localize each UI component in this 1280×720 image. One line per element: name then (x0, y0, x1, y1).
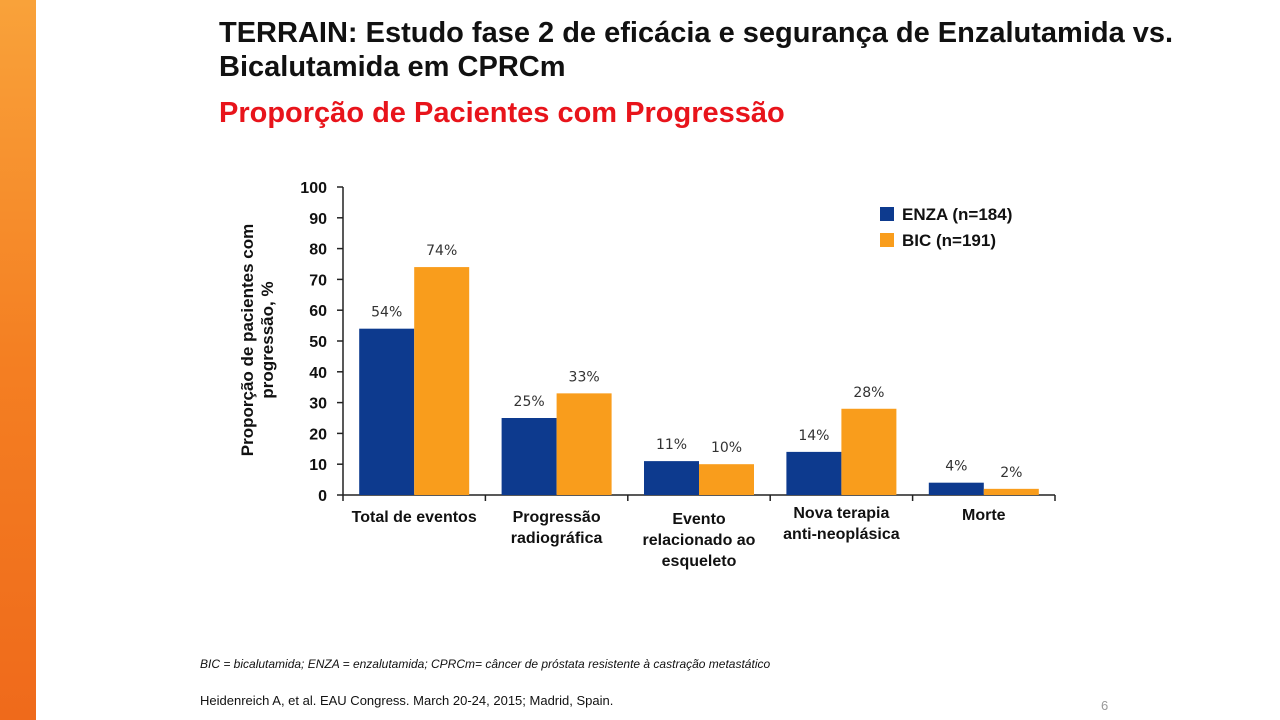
bar-enza (786, 451, 842, 495)
y-axis-title: Proporção de pacientes com progressão, % (238, 223, 277, 457)
bar-bic (699, 464, 754, 495)
legend-label: ENZA (n=184) (902, 205, 1012, 224)
bar-value-label: 14% (798, 428, 829, 444)
accent-side-bar (0, 0, 36, 720)
bar-enza (359, 328, 415, 495)
slide-title: TERRAIN: Estudo fase 2 de eficácia e seg… (219, 17, 1174, 83)
page-number: 6 (1101, 698, 1109, 713)
bar-enza (644, 461, 699, 495)
legend-swatch (880, 233, 894, 247)
x-category-label: Total de eventos (351, 509, 477, 526)
reference: Heidenreich A, et al. EAU Congress. Marc… (200, 693, 614, 708)
y-tick-label: 20 (309, 426, 327, 443)
y-tick-label: 40 (309, 365, 327, 382)
y-tick-label: 50 (309, 334, 327, 351)
bar-value-label: 4% (945, 459, 967, 475)
x-category-label: Evento relacionado ao esqueleto (642, 511, 756, 570)
y-tick-label: 30 (309, 396, 327, 413)
y-tick-label: 10 (309, 457, 327, 474)
y-tick-label: 70 (309, 272, 327, 289)
y-tick-label: 100 (300, 180, 327, 197)
bar-value-label: 33% (569, 369, 600, 385)
legend-label: BIC (n=191) (902, 231, 996, 250)
x-category-label: Morte (962, 507, 1006, 524)
legend-swatch (880, 207, 894, 221)
slide-subtitle: Proporção de Pacientes com Progressão (219, 97, 785, 129)
bar-value-label: 54% (371, 305, 402, 321)
x-category-label: Progressão radiográfica (510, 509, 603, 547)
bar-value-label: 10% (711, 440, 742, 456)
y-tick-label: 90 (309, 211, 327, 228)
bar-enza (928, 482, 984, 495)
bar-bic (983, 488, 1039, 495)
bar-bic (841, 408, 897, 495)
bar-value-label: 11% (656, 437, 687, 453)
footnote: BIC = bicalutamida; ENZA = enzalutamida;… (200, 657, 771, 671)
bar-bic (556, 393, 612, 495)
bar-bic (414, 267, 470, 495)
bar-value-label: 25% (514, 394, 545, 410)
bar-value-label: 2% (1000, 465, 1022, 481)
y-tick-label: 80 (309, 242, 327, 259)
y-tick-label: 60 (309, 303, 327, 320)
bar-value-label: 74% (426, 243, 457, 259)
bar-value-label: 28% (853, 385, 884, 401)
y-tick-label: 0 (318, 488, 327, 505)
bar-enza (501, 418, 557, 495)
x-category-label: Nova terapia anti-neoplásica (783, 505, 900, 543)
